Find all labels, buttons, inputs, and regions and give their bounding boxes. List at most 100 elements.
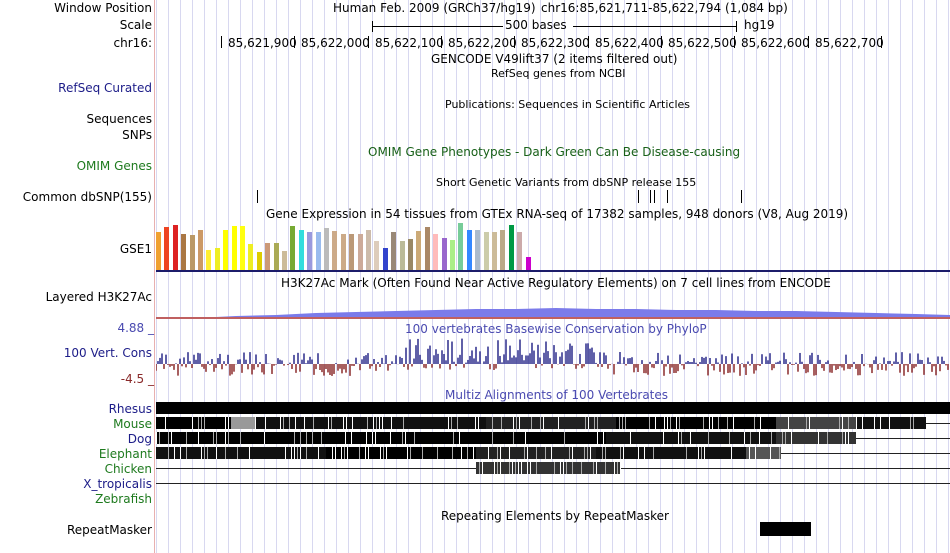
gtex-tissue-bar[interactable] [483, 232, 489, 270]
gtex-tissue-bar[interactable] [265, 243, 271, 270]
gtex-tissue-bar[interactable] [332, 231, 338, 270]
alignment-gap [572, 462, 573, 474]
gtex-tissue-bar[interactable] [366, 230, 371, 270]
gtex-tissue-bar[interactable] [214, 248, 220, 270]
species-label-x-tropicalis[interactable]: X_tropicalis [83, 477, 152, 491]
alignment-row-dog[interactable] [156, 432, 950, 444]
gtex-tissue-bar[interactable] [298, 230, 304, 270]
gtex-tissue-bar[interactable] [475, 230, 481, 270]
gtex-tissue-bar[interactable] [282, 251, 287, 270]
gtex-tissue-bar[interactable] [290, 226, 296, 270]
gtex-tissue-bar[interactable] [399, 241, 405, 270]
gtex-tissue-bar[interactable] [382, 248, 388, 270]
gtex-tissue-bar[interactable] [315, 232, 321, 270]
gtex-tissue-bar[interactable] [492, 232, 497, 270]
alignment-gap [331, 417, 332, 429]
gtex-tissue-bar[interactable] [198, 230, 203, 270]
species-label-rhesus[interactable]: Rhesus [108, 402, 152, 416]
snp-marker[interactable] [638, 190, 639, 203]
conservation-track-label[interactable]: 100 Vert. Cons [63, 346, 152, 360]
alignment-block [486, 417, 616, 429]
snp-marker[interactable] [654, 190, 655, 203]
refseq-track-title[interactable]: RefSeq genes from NCBI [491, 67, 626, 80]
gtex-track-title[interactable]: Gene Expression in 54 tissues from GTEx … [266, 207, 849, 221]
gtex-tissue-bar[interactable] [206, 250, 212, 270]
alignment-gap [335, 447, 336, 459]
gtex-bar-chart[interactable] [156, 222, 536, 270]
gtex-tissue-bar[interactable] [240, 226, 245, 270]
conservation-track-title[interactable]: 100 vertebrates Basewise Conservation by… [405, 322, 707, 336]
conservation-signal[interactable] [156, 334, 950, 386]
refseq-track-label[interactable]: RefSeq Curated [58, 81, 152, 95]
alignment-gap [581, 462, 582, 474]
gencode-track-title[interactable]: GENCODE V49lift37 (2 items filtered out) [431, 52, 678, 66]
multiz-track-title[interactable]: Multiz Alignments of 100 Vertebrates [445, 388, 669, 402]
gtex-tissue-bar[interactable] [172, 225, 178, 270]
snp-marker[interactable] [667, 190, 668, 203]
omim-track-title[interactable]: OMIM Gene Phenotypes - Dark Green Can Be… [368, 145, 741, 159]
alignment-row-rhesus[interactable] [156, 402, 950, 414]
gtex-tissue-bar[interactable] [500, 230, 506, 270]
alignment-block [776, 417, 856, 429]
alignment-gap [527, 447, 528, 459]
snp-marker[interactable] [650, 190, 651, 203]
alignment-gap [228, 432, 229, 444]
sequences-track-label[interactable]: Sequences [86, 112, 152, 126]
gtex-tissue-bar[interactable] [349, 234, 355, 270]
alignment-gap [321, 432, 322, 444]
publications-track-title[interactable]: Publications: Sequences in Scientific Ar… [445, 98, 690, 111]
gtex-tissue-bar[interactable] [189, 235, 195, 270]
gtex-tissue-bar[interactable] [248, 244, 254, 270]
dbsnp-track-title[interactable]: Short Genetic Variants from dbSNP releas… [436, 176, 697, 189]
gtex-tissue-bar[interactable] [466, 230, 472, 270]
gtex-tissue-bar[interactable] [508, 225, 514, 270]
snp-marker[interactable] [257, 190, 258, 203]
gtex-tissue-bar[interactable] [164, 227, 170, 270]
alignment-row-elephant[interactable] [156, 447, 950, 459]
position-text[interactable]: chr16:85,621,711-85,622,794 (1,084 bp) [541, 1, 788, 15]
omim-track-label[interactable]: OMIM Genes [76, 159, 152, 173]
gtex-tissue-bar[interactable] [273, 243, 279, 270]
h3k27ac-track-label[interactable]: Layered H3K27Ac [45, 290, 152, 304]
gtex-tissue-bar[interactable] [374, 241, 380, 270]
gtex-tissue-bar[interactable] [156, 232, 161, 270]
gtex-tissue-bar[interactable] [408, 239, 413, 270]
gtex-tissue-bar[interactable] [256, 252, 262, 270]
species-label-elephant[interactable]: Elephant [98, 447, 152, 461]
gtex-tissue-bar[interactable] [307, 232, 313, 270]
gtex-tissue-bar[interactable] [416, 231, 422, 270]
dbsnp-track-label[interactable]: Common dbSNP(155) [22, 190, 152, 204]
gtex-tissue-bar[interactable] [340, 234, 346, 270]
gtex-tissue-bar[interactable] [450, 240, 455, 270]
alignment-row-chicken[interactable] [156, 462, 950, 474]
gtex-tissue-bar[interactable] [223, 230, 229, 270]
gtex-tissue-bar[interactable] [433, 234, 439, 270]
repeatmasker-track-title[interactable]: Repeating Elements by RepeatMasker [441, 509, 669, 523]
species-label-chicken[interactable]: Chicken [104, 462, 152, 476]
gtex-tissue-bar[interactable] [324, 228, 329, 270]
ruler-tick-label: 85,622,000 [301, 36, 370, 50]
species-label-mouse[interactable]: Mouse [113, 417, 152, 431]
h3k27ac-track-title[interactable]: H3K27Ac Mark (Often Found Near Active Re… [281, 276, 831, 290]
snps-track-label[interactable]: SNPs [122, 128, 152, 142]
gtex-tissue-bar[interactable] [525, 257, 531, 270]
snp-marker[interactable] [741, 190, 742, 203]
gse1-track-label[interactable]: GSE1 [119, 242, 152, 256]
species-label-zebrafish[interactable]: Zebrafish [95, 492, 152, 506]
gtex-tissue-bar[interactable] [441, 238, 447, 270]
alignment-gap [698, 447, 699, 459]
alignment-row-mouse[interactable] [156, 417, 950, 429]
species-label-dog[interactable]: Dog [127, 432, 152, 446]
h3k27ac-signal[interactable] [156, 300, 950, 320]
gtex-tissue-bar[interactable] [391, 232, 397, 270]
repeat-element-block[interactable] [760, 522, 811, 536]
alignment-row-x-tropicalis[interactable] [156, 477, 950, 489]
repeatmasker-track-label[interactable]: RepeatMasker [66, 523, 152, 537]
gtex-tissue-bar[interactable] [458, 223, 464, 270]
gtex-tissue-bar[interactable] [181, 234, 187, 270]
gtex-tissue-bar[interactable] [357, 234, 363, 270]
alignment-gap [622, 417, 623, 429]
gtex-tissue-bar[interactable] [517, 232, 523, 270]
gtex-tissue-bar[interactable] [231, 226, 237, 270]
gtex-tissue-bar[interactable] [424, 227, 430, 270]
